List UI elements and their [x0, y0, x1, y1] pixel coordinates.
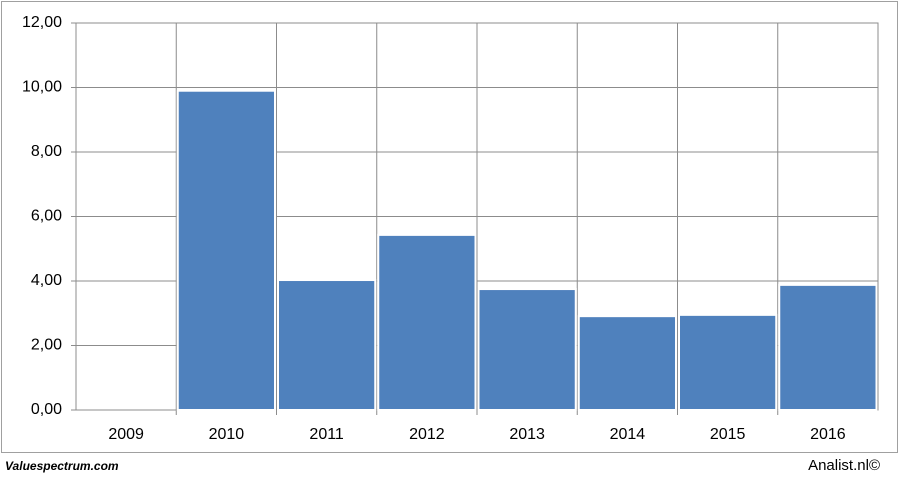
- x-tick-label: 2009: [108, 426, 144, 443]
- y-tick-label: 0,00: [31, 401, 62, 418]
- bar: [477, 288, 577, 411]
- bar: [377, 233, 477, 411]
- x-tick-label: 2015: [710, 426, 746, 443]
- y-tick-label: 4,00: [31, 272, 62, 289]
- y-tick-label: 2,00: [31, 337, 62, 354]
- bar: [577, 315, 677, 411]
- source-right: Analist.nl©: [808, 457, 880, 474]
- bar: [176, 89, 276, 411]
- x-tick-label: 2011: [309, 426, 344, 443]
- y-tick-label: 12,00: [22, 14, 62, 31]
- y-tick-label: 6,00: [31, 208, 62, 225]
- y-tick-label: 8,00: [31, 143, 62, 160]
- x-tick-label: 2016: [810, 426, 846, 443]
- y-tick-label: 10,00: [22, 79, 62, 96]
- bar: [277, 279, 377, 411]
- x-tick-label: 2012: [409, 426, 445, 443]
- source-left: Valuespectrum.com: [5, 459, 119, 473]
- bar: [678, 313, 778, 411]
- x-tick-label: 2014: [610, 426, 646, 443]
- bar: [778, 283, 878, 411]
- x-tick-label: 2010: [209, 426, 245, 443]
- x-tick-label: 2013: [509, 426, 545, 443]
